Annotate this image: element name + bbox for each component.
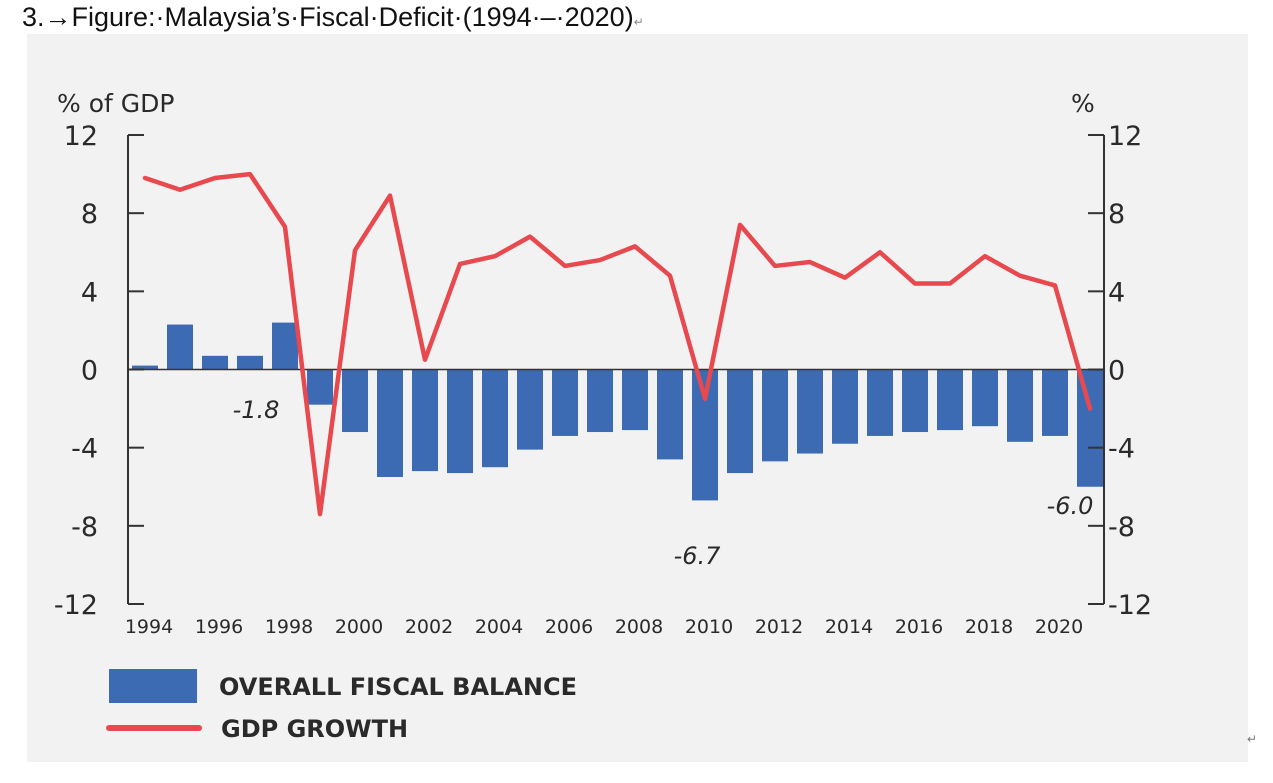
fiscal-balance-bar	[832, 369, 858, 444]
fiscal-balance-bar	[202, 355, 228, 370]
fiscal-balance-bar	[517, 369, 543, 450]
fiscal-balance-bar	[762, 369, 788, 462]
right-tick-label: -4	[1108, 434, 1135, 465]
legend-layer: OVERALL FISCAL BALANCE GDP GROWTH	[106, 669, 577, 743]
right-tick-label: 12	[1108, 121, 1142, 152]
right-axis-unit-label: %	[1071, 89, 1095, 118]
x-tick-label: 2020	[1035, 616, 1083, 638]
x-tick-label: 2006	[545, 616, 593, 638]
fiscal-balance-bar	[272, 322, 298, 370]
paragraph-mark-bottom: ↵	[1247, 732, 1258, 746]
fiscal-balance-bar	[377, 369, 403, 477]
fiscal-balance-bar	[727, 369, 753, 474]
right-tick-label: -8	[1108, 512, 1135, 543]
paragraph-mark: ↵	[633, 15, 644, 29]
fiscal-balance-bar	[447, 369, 473, 474]
fiscal-balance-bar	[587, 369, 613, 433]
left-tick-label: 0	[81, 356, 98, 387]
right-tick-label: 0	[1108, 356, 1125, 387]
left-tick-label: -12	[54, 590, 98, 621]
left-tick-label: 8	[81, 199, 98, 230]
bars-layer	[132, 322, 1103, 501]
fiscal-balance-bar	[797, 369, 823, 454]
figure-heading: 3.→Figure:·Malaysia’s·Fiscal·Deficit·(19…	[22, 2, 644, 33]
gdp-growth-line	[142, 171, 1093, 517]
legend-bar-label: OVERALL FISCAL BALANCE	[219, 673, 577, 701]
figure-heading-text: 3.→Figure:·Malaysia’s·Fiscal·Deficit·(19…	[22, 2, 634, 32]
fiscal-balance-bar	[237, 355, 263, 370]
x-tick-label: 2016	[895, 616, 943, 638]
fiscal-balance-bar	[622, 369, 648, 431]
value-callout: -6.0	[1047, 492, 1094, 520]
fiscal-balance-bar	[972, 369, 998, 427]
fiscal-balance-bar	[412, 369, 438, 472]
fiscal-balance-bar	[902, 369, 928, 433]
right-tick-label: -12	[1108, 590, 1152, 621]
x-tick-label: 2008	[615, 616, 663, 638]
x-tick-label: 1994	[125, 616, 173, 638]
fiscal-balance-bar	[657, 369, 683, 460]
left-axis-unit-label: % of GDP	[57, 89, 174, 118]
line-layer	[142, 171, 1093, 517]
left-tick-label: -8	[71, 512, 98, 543]
x-tick-label: 2010	[685, 616, 733, 638]
fiscal-balance-bar	[167, 324, 193, 370]
chart-panel: 12 8 4 0 -4 -8 -12 12 8 4 0 -4 -8 -12% of GDP% 1994 19…	[27, 34, 1248, 762]
x-tick-label: 2014	[825, 616, 873, 638]
axes-layer: 12 8 4 0 -4 -8 -12 12 8 4 0 -4 -8 -12 % of GDP%	[54, 89, 1152, 621]
x-tick-label: 2002	[405, 616, 453, 638]
labels-layer: 1994 1996 1998 2000 2002 2004 2006 2008 2010 2012…	[125, 396, 1094, 638]
fiscal-balance-bar	[342, 369, 368, 433]
fiscal-balance-bar	[132, 365, 158, 370]
left-tick-label: 12	[64, 121, 98, 152]
fiscal-balance-bar	[552, 369, 578, 436]
right-tick-label: 8	[1108, 199, 1125, 230]
fiscal-balance-bar	[867, 369, 893, 436]
fiscal-balance-bar	[1077, 369, 1103, 487]
x-tick-label: 2018	[965, 616, 1013, 638]
fiscal-balance-bar	[1007, 369, 1033, 442]
legend-line-label: GDP GROWTH	[221, 715, 408, 743]
legend-bar-swatch	[109, 669, 197, 703]
left-tick-label: 4	[81, 277, 98, 308]
right-tick-label: 4	[1108, 277, 1125, 308]
left-tick-label: -4	[71, 434, 98, 465]
fiscal-balance-bar	[1042, 369, 1068, 436]
value-callout: -1.8	[233, 396, 280, 424]
fiscal-balance-bar	[482, 369, 508, 468]
x-tick-label: 1998	[265, 616, 313, 638]
value-callout: -6.7	[674, 542, 722, 570]
x-tick-label: 2012	[755, 616, 803, 638]
fiscal-balance-bar	[307, 369, 333, 405]
fiscal-balance-bar	[937, 369, 963, 431]
x-tick-label: 2000	[335, 616, 383, 638]
x-tick-label: 1996	[195, 616, 243, 638]
x-tick-label: 2004	[475, 616, 523, 638]
